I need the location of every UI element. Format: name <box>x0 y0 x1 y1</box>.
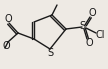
Text: O: O <box>85 37 93 47</box>
Text: O: O <box>88 8 96 18</box>
Text: S: S <box>79 21 85 31</box>
Text: Cl: Cl <box>95 30 105 40</box>
Text: O: O <box>4 14 12 24</box>
Text: S: S <box>47 47 53 57</box>
Text: O: O <box>3 41 10 51</box>
